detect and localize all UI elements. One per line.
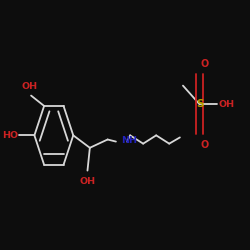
Text: S: S	[196, 99, 203, 109]
Text: OH: OH	[80, 177, 96, 186]
Text: O: O	[200, 59, 208, 69]
Text: OH: OH	[218, 100, 234, 109]
Text: OH: OH	[22, 82, 38, 90]
Text: NH: NH	[121, 136, 137, 145]
Text: HO: HO	[2, 131, 18, 140]
Text: O: O	[200, 140, 208, 149]
